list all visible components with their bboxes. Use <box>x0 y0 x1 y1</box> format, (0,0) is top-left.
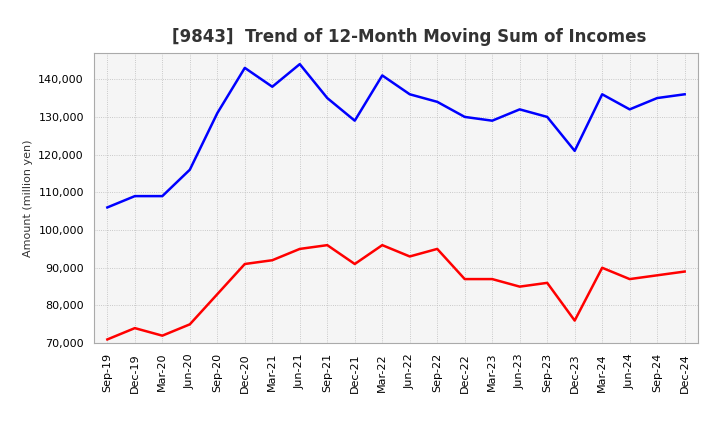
Ordinary Income <box>351 118 359 123</box>
Net Income <box>570 318 579 323</box>
Net Income <box>516 284 524 289</box>
Ordinary Income <box>433 99 441 104</box>
Net Income <box>323 242 332 248</box>
Ordinary Income <box>516 107 524 112</box>
Ordinary Income <box>213 110 222 116</box>
Net Income <box>240 261 249 267</box>
Line: Ordinary Income: Ordinary Income <box>107 64 685 207</box>
Ordinary Income <box>323 95 332 101</box>
Ordinary Income <box>460 114 469 120</box>
Ordinary Income <box>598 92 606 97</box>
Ordinary Income <box>268 84 276 89</box>
Y-axis label: Amount (million yen): Amount (million yen) <box>23 139 32 257</box>
Ordinary Income <box>653 95 662 101</box>
Net Income <box>103 337 112 342</box>
Net Income <box>378 242 387 248</box>
Ordinary Income <box>543 114 552 120</box>
Ordinary Income <box>570 148 579 154</box>
Net Income <box>488 276 497 282</box>
Line: Net Income: Net Income <box>107 245 685 339</box>
Net Income <box>295 246 304 252</box>
Ordinary Income <box>295 62 304 67</box>
Text: [9843]  Trend of 12-Month Moving Sum of Incomes: [9843] Trend of 12-Month Moving Sum of I… <box>172 28 647 46</box>
Net Income <box>543 280 552 286</box>
Net Income <box>213 292 222 297</box>
Net Income <box>351 261 359 267</box>
Ordinary Income <box>130 194 139 199</box>
Net Income <box>460 276 469 282</box>
Net Income <box>130 326 139 331</box>
Ordinary Income <box>626 107 634 112</box>
Ordinary Income <box>680 92 689 97</box>
Net Income <box>653 273 662 278</box>
Net Income <box>433 246 441 252</box>
Ordinary Income <box>186 167 194 172</box>
Net Income <box>158 333 166 338</box>
Net Income <box>186 322 194 327</box>
Ordinary Income <box>378 73 387 78</box>
Ordinary Income <box>158 194 166 199</box>
Ordinary Income <box>488 118 497 123</box>
Net Income <box>405 254 414 259</box>
Ordinary Income <box>103 205 112 210</box>
Net Income <box>598 265 606 271</box>
Ordinary Income <box>240 65 249 70</box>
Ordinary Income <box>405 92 414 97</box>
Net Income <box>626 276 634 282</box>
Net Income <box>268 257 276 263</box>
Net Income <box>680 269 689 274</box>
